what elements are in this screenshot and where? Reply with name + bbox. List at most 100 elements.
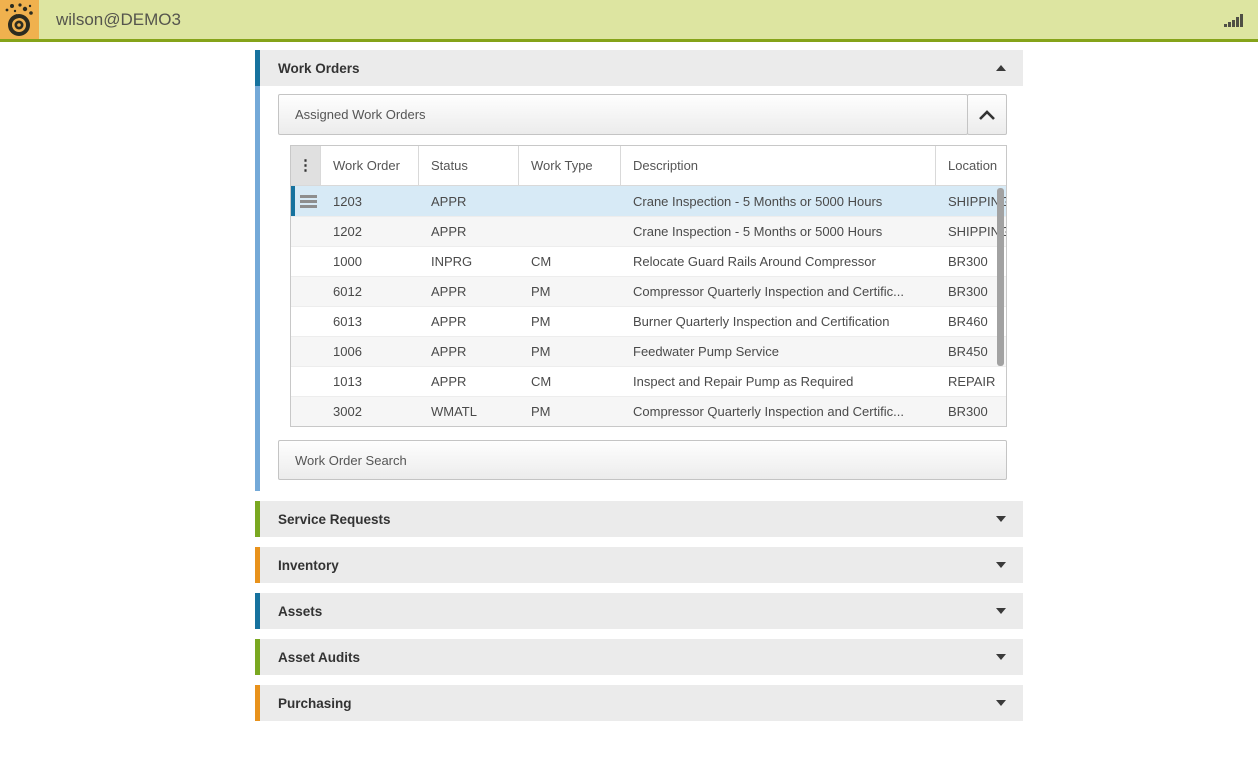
section-purchasing: Purchasing [255, 685, 1023, 721]
cell-status: APPR [431, 193, 467, 209]
row-gutter [291, 307, 321, 336]
section-title: Work Orders [278, 60, 360, 76]
table-row[interactable]: 1202 APPR Crane Inspection - 5 Months or 5… [291, 216, 1006, 246]
section-title: Purchasing [278, 695, 352, 711]
col-location: Location [948, 158, 998, 173]
cell-work-order: 6012 [333, 284, 362, 299]
cell-location: BR300 [948, 254, 988, 269]
row-gutter [291, 397, 321, 426]
col-work-type: Work Type [519, 146, 621, 185]
section-header-inventory[interactable]: Inventory [255, 547, 1023, 583]
table-row[interactable]: 1013 APPR CM Inspect and Repair Pump as Req… [291, 366, 1006, 396]
table-header-row: ⋮ Work Order Status Work Type Descriptio… [291, 146, 1006, 186]
row-gutter [291, 277, 321, 306]
section-service-requests: Service Requests [255, 501, 1023, 537]
cell-location: BR300 [948, 404, 988, 419]
section-header-purchasing[interactable]: Purchasing [255, 685, 1023, 721]
row-gutter [291, 217, 321, 246]
cell-description: Compressor Quarterly Inspection and Cert… [633, 404, 904, 419]
section-header-assets[interactable]: Assets [255, 593, 1023, 629]
cell-location: REPAIR [948, 374, 996, 389]
section-title: Inventory [278, 557, 339, 573]
section-title: Asset Audits [278, 649, 361, 665]
section-header-service-requests[interactable]: Service Requests [255, 501, 1023, 537]
cell-status: WMATL [431, 404, 477, 419]
cell-location: SHIPPING [948, 224, 1006, 239]
table-row[interactable]: 6013 APPR PM Burner Quarterly Inspection an… [291, 306, 1006, 336]
section-header-work-orders[interactable]: Work Orders [255, 50, 1023, 86]
cell-work-order: 1203 [333, 193, 362, 209]
section-inventory: Inventory [255, 547, 1023, 583]
cell-description: Crane Inspection - 5 Months or 5000 Hour… [633, 193, 883, 209]
cell-description: Feedwater Pump Service [633, 344, 779, 359]
section-asset-audits: Asset Audits [255, 639, 1023, 675]
cell-description: Crane Inspection - 5 Months or 5000 Hour… [633, 224, 883, 239]
cell-work-type: PM [531, 284, 551, 299]
cell-work-type: PM [531, 404, 551, 419]
user-context-title: wilson@DEMO3 [56, 9, 181, 29]
work-orders-content: Assigned Work Orders ⋮ Work Order Status… [255, 86, 1023, 491]
cell-status: APPR [431, 224, 467, 239]
section-header-asset-audits[interactable]: Asset Audits [255, 639, 1023, 675]
cell-location: BR460 [948, 314, 988, 329]
cell-work-order: 3002 [333, 404, 362, 419]
cell-status: APPR [431, 374, 467, 389]
accordion-list: Work Orders Assigned Work Orders ⋮ [255, 42, 1023, 721]
cell-work-type: PM [531, 344, 551, 359]
expand-caret-icon [996, 516, 1006, 522]
row-gutter [291, 367, 321, 396]
section-title: Service Requests [278, 511, 391, 527]
panel-collapse-button[interactable] [967, 94, 1007, 135]
work-order-table-body: 1203 APPR Crane Inspection - 5 Months or 5… [291, 186, 1006, 426]
table-row[interactable]: 3002 WMATL PM Compressor Quarterly Inspecti… [291, 396, 1006, 426]
assigned-work-orders-bar[interactable]: Assigned Work Orders [278, 94, 968, 135]
chevron-up-icon [979, 109, 995, 120]
vertical-ellipsis-icon: ⋮ [298, 157, 313, 174]
snail-disc-icon [5, 2, 33, 36]
col-description: Description [621, 146, 936, 185]
col-work-order: Work Order [321, 146, 419, 185]
row-gutter [291, 337, 321, 366]
cell-work-type: PM [531, 314, 551, 329]
assigned-work-orders-label: Assigned Work Orders [295, 107, 426, 122]
app-logo[interactable] [0, 0, 39, 39]
expand-caret-icon [996, 608, 1006, 614]
cell-description: Burner Quarterly Inspection and Certific… [633, 314, 890, 329]
col-status: Status [419, 146, 519, 185]
cell-description: Inspect and Repair Pump as Required [633, 374, 854, 389]
work-order-search-label: Work Order Search [295, 452, 407, 468]
table-row[interactable]: 1000 INPRG CM Relocate Guard Rails Around C… [291, 246, 1006, 276]
table-row[interactable]: 1006 APPR PM Feedwater Pump Service BR450 [291, 336, 1006, 366]
section-work-orders: Work Orders Assigned Work Orders ⋮ [255, 50, 1023, 491]
expand-caret-icon [996, 562, 1006, 568]
work-order-search-bar[interactable]: Work Order Search [278, 440, 1007, 480]
cell-work-order: 1006 [333, 344, 362, 359]
cell-location: BR450 [948, 344, 988, 359]
row-actions-header: ⋮ [291, 146, 321, 185]
cell-work-order: 1202 [333, 224, 362, 239]
cell-location: BR300 [948, 284, 988, 299]
cell-status: APPR [431, 314, 467, 329]
section-assets: Assets [255, 593, 1023, 629]
cell-work-type [519, 217, 621, 246]
cell-work-order: 6013 [333, 314, 362, 329]
cell-description: Compressor Quarterly Inspection and Cert… [633, 284, 904, 299]
cell-description: Relocate Guard Rails Around Compressor [633, 254, 876, 269]
section-title: Assets [278, 603, 323, 619]
expand-caret-icon [996, 654, 1006, 660]
cell-work-type: CM [531, 254, 552, 269]
cell-status: APPR [431, 284, 467, 299]
cell-status: APPR [431, 344, 467, 359]
row-gutter[interactable] [291, 186, 321, 216]
table-scrollbar[interactable] [997, 188, 1004, 366]
cell-work-type: CM [531, 374, 552, 389]
cell-status: INPRG [431, 254, 473, 269]
table-row[interactable]: 6012 APPR PM Compressor Quarterly Inspectio… [291, 276, 1006, 306]
table-row[interactable]: 1203 APPR Crane Inspection - 5 Months or 5… [291, 186, 1006, 216]
cell-work-order: 1000 [333, 254, 362, 269]
row-gutter [291, 247, 321, 276]
expand-caret-icon [996, 700, 1006, 706]
cell-work-type [519, 186, 621, 216]
cell-location: SHIPPING [948, 193, 1006, 209]
hamburger-icon [299, 194, 317, 208]
